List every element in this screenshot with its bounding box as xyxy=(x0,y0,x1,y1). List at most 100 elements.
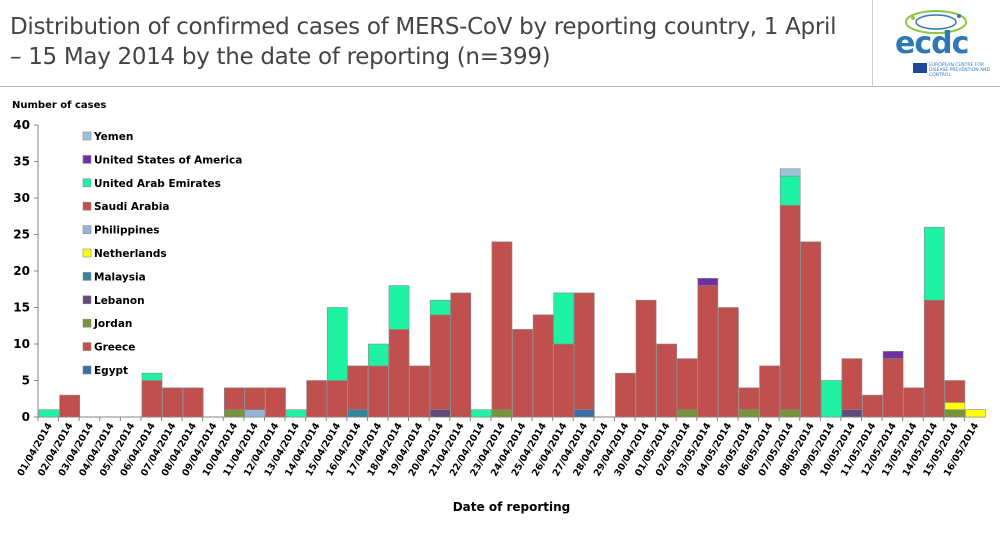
bar-segment-saudi-arabia xyxy=(59,394,80,418)
bar-segment-lebanon xyxy=(429,409,451,418)
stacked-bar-chart: Number of cases051015202530354001/04/201… xyxy=(12,100,986,514)
y-tick-label: 5 xyxy=(22,374,30,388)
bar-segment-united-arab-emirates xyxy=(285,409,307,418)
bar-segment-saudi-arabia xyxy=(162,387,183,418)
bar-segment-jordan xyxy=(491,409,513,418)
legend-swatch xyxy=(82,155,92,164)
chart-title: Distribution of confirmed cases of MERS-… xyxy=(10,14,837,70)
y-tick-label: 20 xyxy=(13,264,30,278)
legend-swatch xyxy=(82,272,92,281)
bar-segment-egypt xyxy=(573,409,595,418)
bar-segment-saudi-arabia xyxy=(347,365,369,410)
bar-segment-saudi-arabia xyxy=(882,358,904,418)
bar-segment-saudi-arabia xyxy=(738,387,760,410)
legend-swatch xyxy=(82,201,92,211)
bar-segment-united-arab-emirates xyxy=(38,409,60,418)
bar-segment-united-arab-emirates xyxy=(923,226,945,301)
y-tick-label: 25 xyxy=(13,228,30,242)
bar-segment-united-arab-emirates xyxy=(429,299,451,316)
bar-segment-jordan xyxy=(676,409,698,418)
legend-label: Egypt xyxy=(94,365,128,377)
legend-label: Malaysia xyxy=(94,271,146,283)
bar-segment-lebanon xyxy=(841,409,863,418)
logo-subtitle: EUROPEAN CENTRE FOR DISEASE PREVENTION A… xyxy=(929,63,990,78)
bar-segment-philippines xyxy=(244,409,266,418)
bar-segment-saudi-arabia xyxy=(718,307,739,418)
bar-segment-united-states-of-america xyxy=(882,350,904,359)
logo-swirl-icon xyxy=(905,10,967,34)
legend-swatch xyxy=(82,248,92,258)
bar-segment-united-arab-emirates xyxy=(821,380,842,418)
bar-segment-saudi-arabia xyxy=(615,372,636,418)
bar-segment-united-arab-emirates xyxy=(471,409,492,418)
bar-segment-saudi-arabia xyxy=(306,380,328,418)
bar-segment-saudi-arabia xyxy=(800,241,822,418)
legend-swatch xyxy=(82,318,92,328)
legend-swatch xyxy=(82,365,92,375)
bar-segment-united-arab-emirates xyxy=(553,292,575,345)
ecdc-logo: ecdc EUROPEAN CENTRE FOR DISEASE PREVENT… xyxy=(872,0,1000,86)
legend-label: Lebanon xyxy=(94,295,145,307)
bar-segment-united-arab-emirates xyxy=(141,372,163,381)
bar-segment-saudi-arabia xyxy=(532,314,554,418)
bar-segment-saudi-arabia xyxy=(265,387,286,418)
bar-segment-saudi-arabia xyxy=(409,365,430,418)
legend-swatch xyxy=(82,295,92,305)
bar-segment-jordan xyxy=(779,409,801,418)
bar-segment-netherlands xyxy=(944,402,966,410)
bar-segment-saudi-arabia xyxy=(326,380,348,418)
x-axis-label: Date of reporting xyxy=(453,500,571,514)
bar-segment-jordan xyxy=(738,409,760,418)
legend-label: United Arab Emirates xyxy=(94,178,221,190)
bar-segment-saudi-arabia xyxy=(573,292,595,410)
bar-segment-jordan xyxy=(223,409,245,418)
y-tick-label: 10 xyxy=(13,337,30,351)
bar-segment-saudi-arabia xyxy=(429,314,451,411)
y-axis-label: Number of cases xyxy=(12,100,106,111)
bar-segment-saudi-arabia xyxy=(512,329,533,418)
bar-segment-saudi-arabia xyxy=(450,292,472,418)
legend-label: Philippines xyxy=(94,225,159,237)
bar-segment-united-arab-emirates xyxy=(388,285,410,330)
legend-label: Saudi Arabia xyxy=(94,201,169,213)
bar-segment-united-arab-emirates xyxy=(779,175,801,206)
legend-label: Greece xyxy=(94,342,135,354)
bar-segment-saudi-arabia xyxy=(656,343,677,418)
legend-label: Yemen xyxy=(93,131,133,143)
bar-segment-saudi-arabia xyxy=(388,329,410,418)
bar-segment-saudi-arabia xyxy=(141,380,163,418)
bar-segment-saudi-arabia xyxy=(223,387,245,410)
bar-segment-united-arab-emirates xyxy=(326,307,348,381)
legend-swatch xyxy=(82,131,92,141)
legend-swatch xyxy=(82,225,92,234)
bar-segment-malaysia xyxy=(347,409,369,418)
legend-swatch xyxy=(82,178,92,188)
logo-text: ecdc xyxy=(895,26,969,61)
bar-segment-saudi-arabia xyxy=(182,387,204,418)
bar-segment-jordan xyxy=(944,409,966,418)
bar-segment-saudi-arabia xyxy=(491,241,513,410)
bar-segment-netherlands xyxy=(965,409,986,418)
y-tick-label: 0 xyxy=(22,410,30,424)
bar-segment-saudi-arabia xyxy=(759,365,780,418)
bar-segment-saudi-arabia xyxy=(779,205,801,410)
bar-segment-united-states-of-america xyxy=(697,278,719,286)
eu-flag-icon xyxy=(913,63,927,73)
legend-swatch xyxy=(82,342,92,351)
bar-segment-saudi-arabia xyxy=(553,343,575,418)
y-tick-label: 35 xyxy=(13,155,30,169)
header: Distribution of confirmed cases of MERS-… xyxy=(0,0,1000,87)
bar-segment-saudi-arabia xyxy=(697,285,719,418)
bar-segment-yemen xyxy=(779,168,801,177)
bar-segment-saudi-arabia xyxy=(841,358,863,411)
bar-segment-saudi-arabia xyxy=(944,380,966,403)
y-tick-label: 40 xyxy=(13,118,30,132)
bar-segment-saudi-arabia xyxy=(368,365,389,418)
bar-segment-saudi-arabia xyxy=(676,358,698,411)
bar-segment-saudi-arabia xyxy=(244,387,266,410)
legend-label: United States of America xyxy=(94,154,242,166)
bar-segment-saudi-arabia xyxy=(903,387,925,418)
legend-label: Netherlands xyxy=(94,248,167,260)
bar-segment-united-arab-emirates xyxy=(368,343,389,367)
legend-label: Jordan xyxy=(93,318,132,330)
